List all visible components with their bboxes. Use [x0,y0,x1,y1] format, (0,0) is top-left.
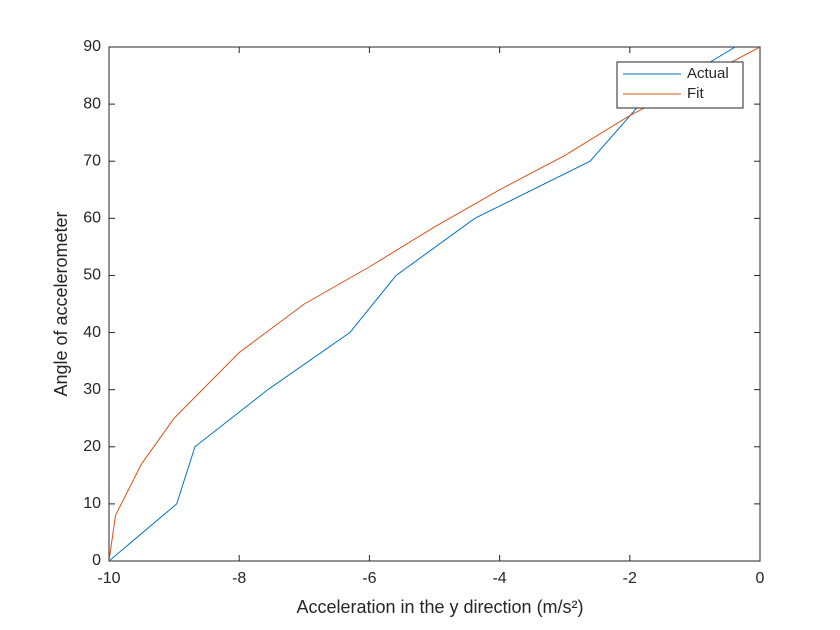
y-tick-label: 30 [83,381,101,398]
x-tick-label: -8 [232,570,246,587]
x-tick-label: -10 [97,570,120,587]
y-tick-label: 90 [83,38,101,55]
x-tick-label: -2 [623,570,637,587]
legend-label: Fit [687,85,704,102]
y-tick-label: 0 [92,552,101,569]
y-tick-label: 60 [83,210,101,227]
y-tick-label: 10 [83,495,101,512]
x-tick-label: 0 [756,570,765,587]
x-axis-label: Acceleration in the y direction (m/s²) [296,597,583,617]
y-tick-label: 80 [83,95,101,112]
line [109,47,760,561]
y-axis-label: Angle of accelerometer [51,211,71,396]
x-tick-label: -6 [362,570,376,587]
y-tick-label: 20 [83,438,101,455]
legend-box [616,61,744,109]
x-tick-label: -4 [492,570,506,587]
y-tick-label: 70 [83,152,101,169]
plot-area [108,46,761,562]
y-tick-label: 40 [83,324,101,341]
legend-label: Actual [687,65,729,82]
line [109,47,736,561]
y-tick-label: 50 [83,267,101,284]
legend: Actual Fit [616,61,744,109]
